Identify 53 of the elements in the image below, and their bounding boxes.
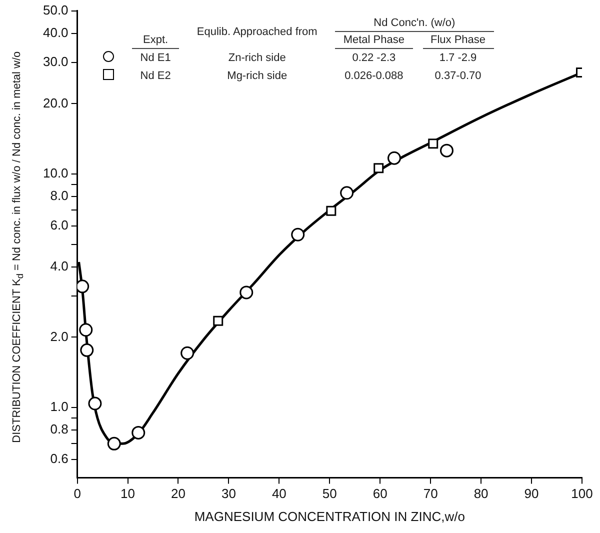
x-tick-label: 40: [272, 486, 286, 502]
x-tick-label: 90: [524, 486, 539, 502]
point: [132, 426, 146, 440]
y-tick-label: 0.6: [50, 450, 68, 466]
point: [80, 343, 94, 357]
x-tick-label: 70: [423, 486, 438, 502]
point: [88, 396, 102, 410]
annotation: Mg-rich side: [226, 68, 288, 84]
point: [107, 436, 121, 450]
point: [388, 151, 402, 165]
point: [326, 206, 336, 216]
x-tick-label: 20: [171, 486, 186, 502]
y-tick-label: 8.0: [50, 188, 68, 204]
x-tick-label: 10: [120, 486, 136, 502]
y-tick-label: 20.0: [42, 95, 68, 110]
annotation: Nd Conc'n. (w/o): [335, 14, 494, 32]
point: [79, 323, 93, 337]
point: [77, 280, 90, 294]
point: [440, 144, 454, 158]
point: [291, 228, 305, 242]
y-tick-label: 10.0: [42, 166, 68, 181]
y-tick-label: 1.0: [50, 399, 68, 414]
annotation: Zn-rich side: [227, 50, 287, 66]
y-tick-label: 0.8: [50, 422, 68, 437]
annotation: 0.22 -2.3: [351, 50, 397, 66]
y-tick-label: 4.0: [50, 258, 68, 274]
annotation: Expt.: [132, 32, 179, 49]
annotation: Flux Phase: [422, 32, 494, 49]
annotation: Metal Phase: [335, 32, 412, 49]
annotation: 0.37-0.70: [434, 68, 482, 84]
legend-label: Nd E1: [139, 50, 172, 66]
point: [374, 163, 384, 174]
point: [240, 286, 254, 300]
x-tick-label: 0: [74, 486, 81, 502]
point: [213, 316, 224, 326]
y-tick-label: 30.0: [42, 54, 68, 70]
x-tick-label: 100: [571, 486, 593, 502]
y-tick-label: 50.0: [42, 2, 68, 18]
x-axis-title: MAGNESIUM CONCENTRATION IN ZINC,w/o: [194, 508, 465, 524]
x-tick-label: 50: [322, 486, 337, 502]
point: [428, 138, 438, 149]
x-tick-label: 80: [474, 486, 488, 502]
annotation: 0.026-0.088: [344, 68, 404, 84]
y-tick-label: 6.0: [50, 217, 68, 232]
legend-label: Nd E2: [139, 68, 172, 84]
x-tick-label: 60: [372, 486, 388, 502]
annotation: 1.7 -2.9: [438, 50, 478, 66]
x-tick-label: 30: [221, 486, 236, 502]
point: [180, 346, 194, 360]
annotation: Equlib. Approached from: [196, 24, 318, 40]
y-tick-label: 40.0: [42, 25, 68, 40]
y-tick-label: 2.0: [50, 328, 68, 344]
point: [340, 186, 354, 200]
